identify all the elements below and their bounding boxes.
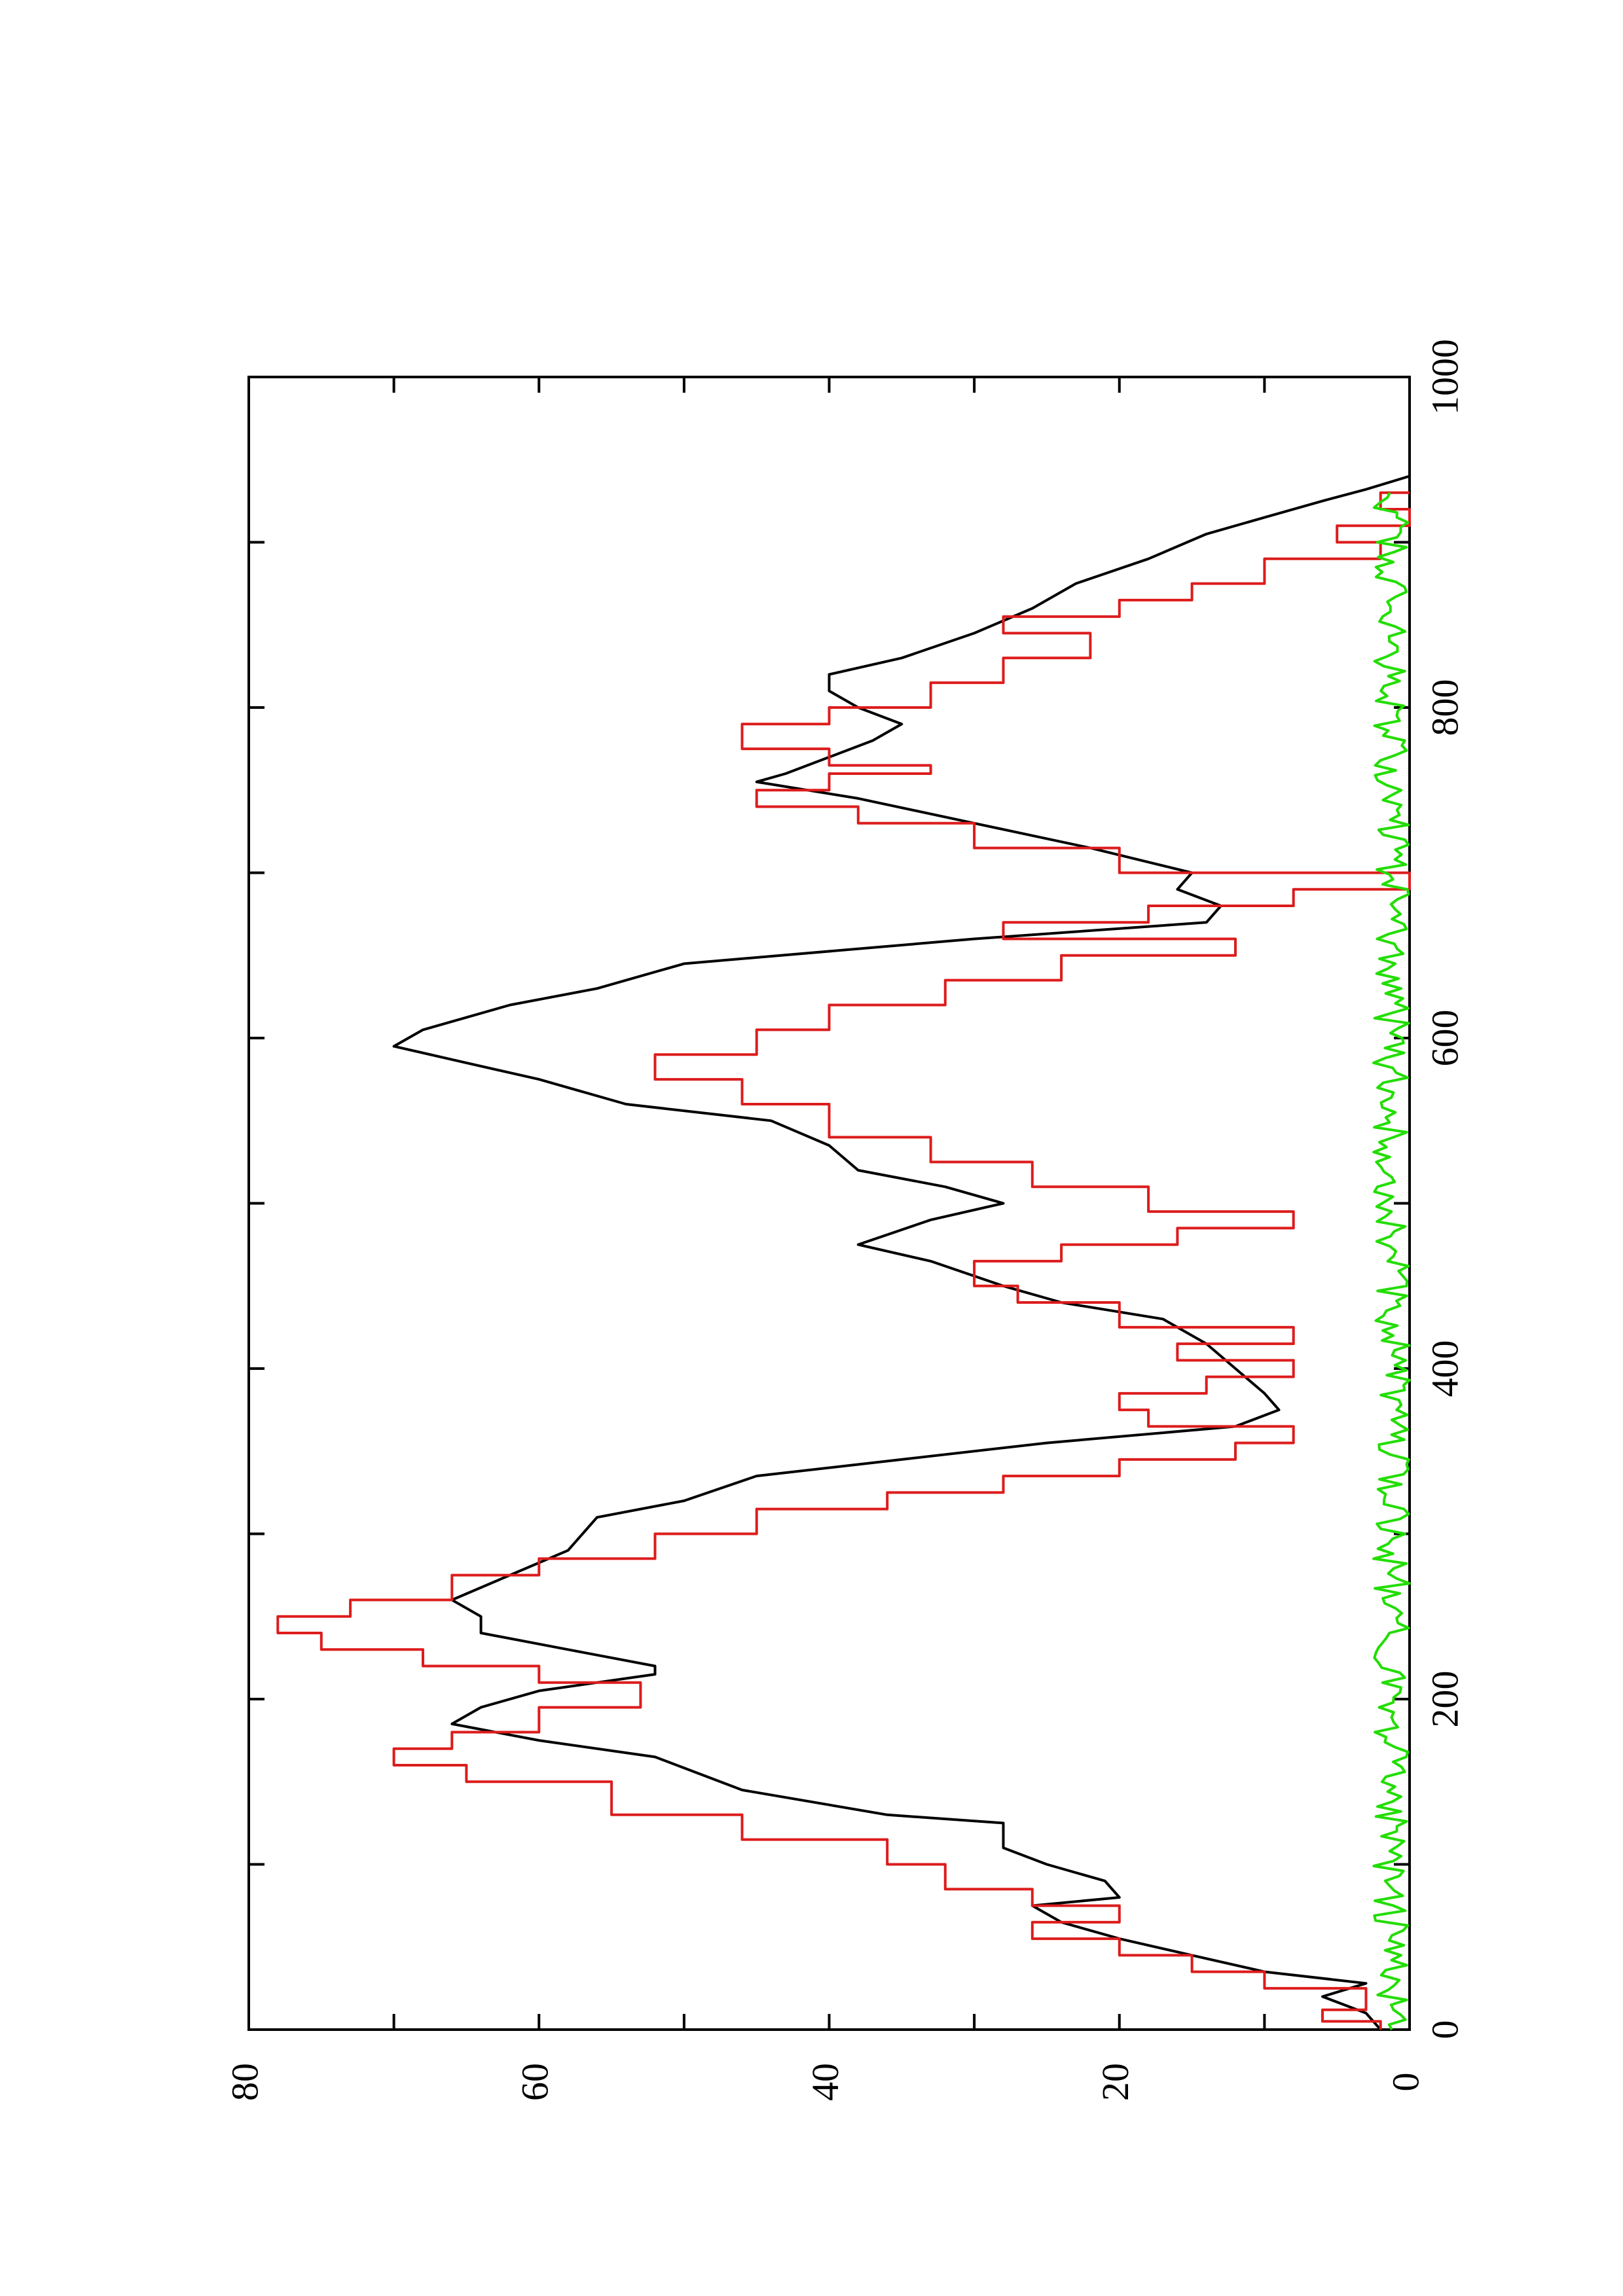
y-tick-label: 0 [1384, 2073, 1427, 2092]
series-line-1 [392, 475, 1410, 2031]
y-tick-label: 20 [1094, 2063, 1137, 2101]
x-tick-label: 800 [1423, 679, 1466, 736]
y-tick-label: 60 [514, 2063, 556, 2101]
y-tick-label: 40 [804, 2063, 847, 2101]
x-tick-label: 400 [1423, 1340, 1466, 1397]
series-line-2 [276, 491, 1411, 2030]
series-layer [276, 475, 1411, 2031]
x-tick-label: 1000 [1423, 339, 1466, 415]
ticks-layer [247, 376, 1411, 2031]
x-tick-label: 0 [1423, 2020, 1466, 2039]
series-line-3 [1372, 492, 1411, 2030]
plot-area: 0 200 400 600 800 1000 0 20 40 60 80 [223, 339, 1466, 2101]
x-tick-label: 600 [1423, 1010, 1466, 1067]
x-tick-label: 200 [1423, 1671, 1466, 1728]
labels-layer: 0 200 400 600 800 1000 0 20 40 60 80 [223, 339, 1466, 2101]
y-tick-label: 80 [223, 2063, 266, 2101]
axis-frame [247, 376, 1411, 2031]
